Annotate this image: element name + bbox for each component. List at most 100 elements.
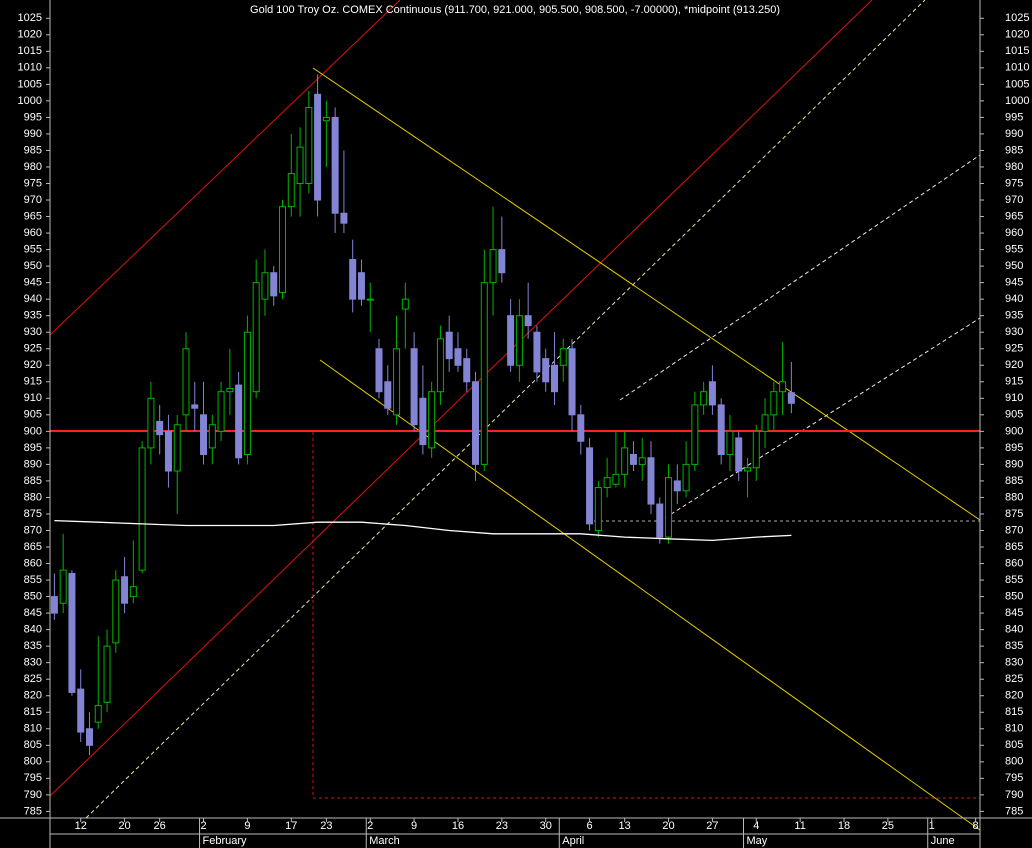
candle-body [331, 116, 339, 214]
candle-body [761, 414, 769, 432]
y-tick-label: 1005 [18, 78, 42, 90]
trend-line [49, 0, 401, 336]
candle-body [779, 381, 787, 393]
x-tick-label: 2 [200, 820, 206, 832]
y-tick-label: 875 [1005, 508, 1023, 520]
month-label: March [369, 835, 400, 847]
y-tick-label: 945 [24, 277, 42, 289]
y-tick-label: 825 [24, 673, 42, 685]
y-tick-label: 915 [24, 376, 42, 388]
x-tick-label: 20 [118, 820, 130, 832]
candle-body [147, 397, 155, 449]
y-tick-label: 1015 [1005, 45, 1029, 57]
candle-body [261, 272, 269, 300]
y-tick-label: 985 [1005, 144, 1023, 156]
y-tick-label: 805 [1005, 739, 1023, 751]
y-tick-label: 990 [24, 128, 42, 140]
x-tick-label: 20 [662, 820, 674, 832]
candle-body [357, 272, 365, 300]
candle-body [77, 688, 85, 733]
y-tick-label: 790 [1005, 789, 1023, 801]
candle-body [700, 391, 708, 406]
candle-body [279, 206, 286, 294]
candle-body [515, 315, 523, 366]
y-tick-label: 850 [1005, 590, 1023, 602]
candle-body [112, 579, 120, 644]
x-tick-label: 25 [882, 820, 894, 832]
candle-body [59, 569, 67, 604]
candle-body [270, 272, 278, 297]
candle-body [50, 596, 58, 614]
y-tick-label: 885 [24, 475, 42, 487]
y-tick-label: 860 [1005, 557, 1023, 569]
candle-body [121, 576, 129, 604]
chart-title: Gold 100 Troy Oz. COMEX Continuous (911.… [250, 4, 780, 16]
candle-body [296, 146, 304, 184]
y-tick-label: 815 [24, 706, 42, 718]
candle-body [744, 467, 751, 472]
y-tick-label: 895 [1005, 442, 1023, 454]
y-tick-label: 1005 [1005, 78, 1029, 90]
trend-line [85, 0, 926, 819]
candle-body [173, 424, 181, 472]
candle-body [559, 348, 567, 366]
y-tick-label: 795 [24, 772, 42, 784]
plot-area [49, 0, 981, 831]
y-tick-label: 890 [1005, 458, 1023, 470]
y-tick-label: 910 [24, 392, 42, 404]
trend-line [312, 67, 981, 521]
candle-body [305, 106, 313, 184]
y-tick-label: 965 [24, 210, 42, 222]
y-tick-label: 810 [1005, 723, 1023, 735]
candle-body [410, 348, 418, 426]
y-tick-label: 1000 [18, 95, 42, 107]
y-tick-label: 935 [1005, 310, 1023, 322]
candle-body [647, 457, 655, 505]
y-tick-label: 855 [1005, 574, 1023, 586]
candle-body [445, 331, 453, 360]
candle-body [182, 348, 190, 416]
candle-body [419, 397, 427, 446]
y-tick-label: 935 [24, 310, 42, 322]
candle-body [384, 381, 392, 409]
y-tick-label: 990 [1005, 128, 1023, 140]
candle-body [235, 384, 243, 459]
y-tick-label: 985 [24, 144, 42, 156]
x-tick-label: 18 [838, 820, 850, 832]
candle-body [428, 391, 436, 449]
candle-body [287, 173, 295, 208]
y-tick-label: 830 [24, 657, 42, 669]
x-tick-label: 9 [244, 820, 250, 832]
y-tick-label: 830 [1005, 657, 1023, 669]
y-tick-label: 885 [1005, 475, 1023, 487]
y-tick-label: 785 [24, 805, 42, 817]
y-tick-label: 950 [1005, 260, 1023, 272]
trend-line [49, 0, 873, 797]
candle-body [612, 473, 620, 485]
y-tick-label: 960 [24, 227, 42, 239]
y-tick-label: 910 [1005, 392, 1023, 404]
y-tick-label: 940 [1005, 293, 1023, 305]
y-tick-label: 810 [24, 723, 42, 735]
candle-body [489, 249, 497, 284]
y-tick-label: 955 [1005, 243, 1023, 255]
y-tick-label: 975 [1005, 177, 1023, 189]
candle-body [68, 572, 76, 693]
month-label: February [203, 835, 248, 847]
candle-body [524, 315, 532, 327]
y-tick-label: 840 [24, 624, 42, 636]
candle-body [507, 315, 515, 366]
x-tick-label: 11 [794, 820, 805, 832]
candle-body [717, 404, 725, 455]
y-tick-label: 900 [24, 425, 42, 437]
y-tick-label: 890 [24, 458, 42, 470]
trend-line [619, 154, 981, 401]
y-tick-label: 1025 [1005, 12, 1029, 24]
candle-body [252, 282, 260, 393]
y-tick-label: 880 [24, 491, 42, 503]
y-tick-label: 870 [1005, 524, 1023, 536]
candle-body [621, 447, 629, 475]
y-tick-label: 960 [1005, 227, 1023, 239]
candle-body [472, 381, 480, 465]
y-tick-label: 930 [1005, 326, 1023, 338]
